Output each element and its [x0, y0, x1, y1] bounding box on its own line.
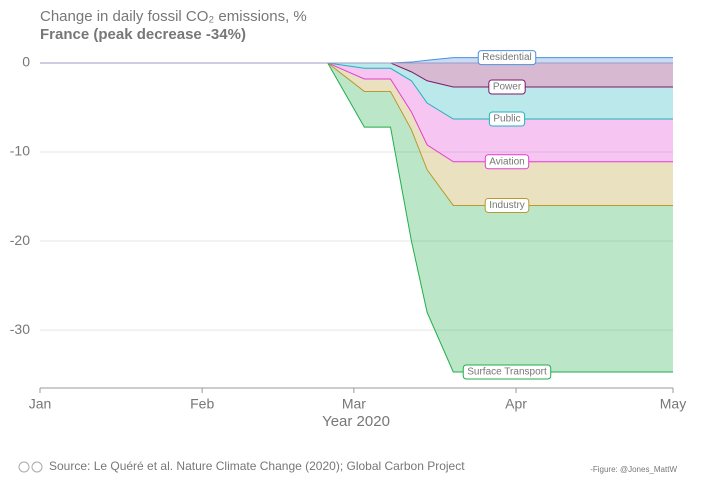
cc-icons: [18, 461, 43, 473]
area-fill: [40, 62, 673, 162]
series-label-box: [488, 111, 526, 127]
area-edge: [40, 62, 673, 373]
x-tick-label: May: [660, 396, 686, 412]
area-edge: [40, 62, 673, 120]
x-tick-label: Feb: [190, 396, 214, 412]
source: Source: Le Quéré et al. Nature Climate C…: [49, 459, 465, 473]
x-tick-label: Apr: [505, 396, 527, 412]
series-label-text: Surface Transport: [467, 367, 547, 378]
x-tick-label: Jan: [29, 396, 52, 412]
x-axis-title: Year 2020: [322, 413, 390, 430]
area-fill: [40, 62, 673, 206]
series-label-text: Power: [493, 82, 522, 93]
series-label-text: Industry: [489, 200, 525, 211]
series-label: Residential: [477, 50, 537, 66]
series-label: Power: [488, 79, 526, 95]
y-tick-label: -20: [10, 232, 30, 248]
series-label: Aviation: [484, 154, 530, 170]
y-tick-label: -30: [10, 321, 30, 337]
series-label: Industry: [484, 197, 530, 213]
series-label-box: [484, 154, 530, 170]
series-label-box: [488, 79, 526, 95]
area-edge: [40, 62, 673, 206]
y-tick-label: -10: [10, 143, 30, 159]
area-fill: [40, 57, 673, 63]
area-edge: [40, 62, 673, 163]
by-icon: [31, 461, 43, 473]
chart-subtitle: France (peak decrease -34%): [40, 26, 246, 43]
series-label-text: Aviation: [489, 156, 524, 167]
y-tick-label: 0: [22, 54, 30, 70]
area-fill: [40, 62, 673, 372]
series-label-text: Residential: [482, 52, 531, 63]
series-label-box: [484, 197, 530, 213]
credit: -Figure: @Jones_MattW: [590, 465, 677, 474]
series-label-box: [477, 50, 537, 66]
cc-icon: [18, 461, 30, 473]
series-label: Surface Transport: [462, 364, 552, 380]
series-label-text: Public: [493, 114, 520, 125]
series-label-box: [462, 364, 552, 380]
area-fill: [40, 62, 673, 120]
x-tick-label: Mar: [342, 396, 366, 412]
series-label: Public: [488, 111, 526, 127]
chart-title: Change in daily fossil CO₂ emissions, %: [40, 8, 307, 25]
